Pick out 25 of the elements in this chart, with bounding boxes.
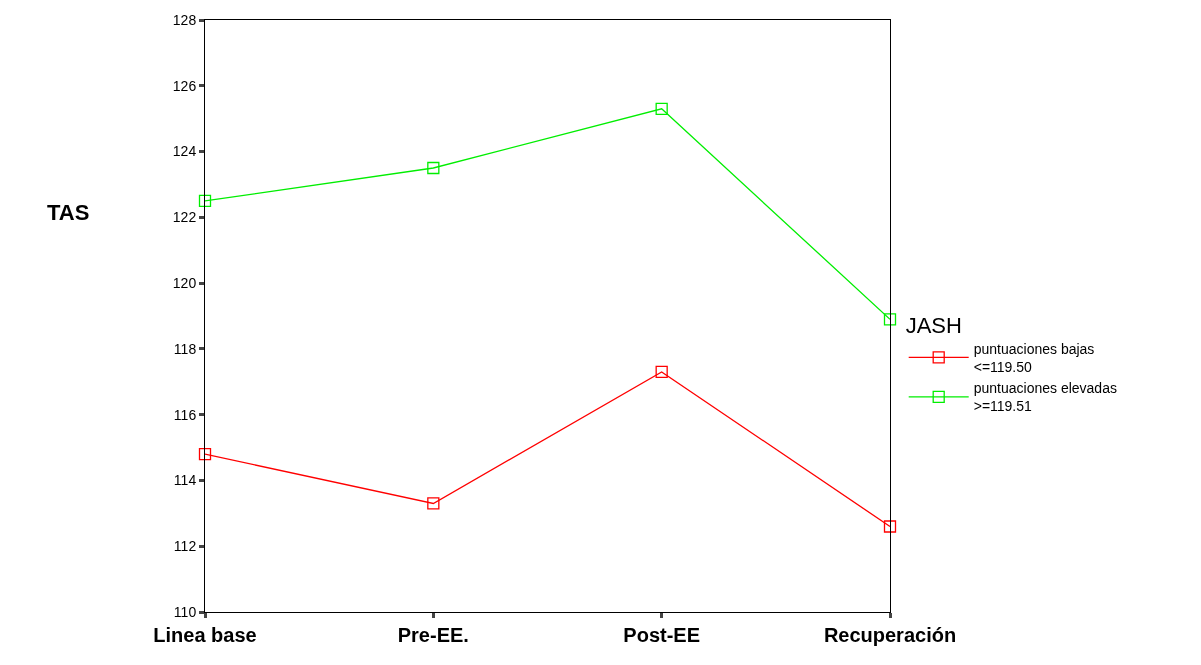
y-tick-label: 114	[173, 472, 197, 489]
y-axis-title: TAS	[47, 200, 90, 225]
legend-label: puntuaciones elevadas >=119.51	[973, 380, 1117, 415]
x-tick-label: Pre-EE.	[397, 624, 469, 646]
point	[655, 365, 668, 379]
y-tick-label: 120	[172, 275, 197, 292]
y-tick-label: 110	[173, 603, 197, 620]
point	[883, 520, 897, 533]
point	[427, 497, 440, 510]
point	[883, 313, 897, 326]
point	[198, 194, 212, 208]
y-tick-label: 128	[172, 11, 197, 28]
y-tick-label: 112	[173, 538, 197, 555]
legend-title: JASH	[905, 312, 962, 338]
y-tick-label: 116	[173, 406, 197, 423]
x-tick-label: Linea base	[153, 624, 257, 646]
y-tick-label: 118	[173, 340, 197, 357]
point	[427, 161, 440, 175]
point	[198, 447, 212, 461]
x-tick-label: Post-EE	[623, 624, 701, 646]
x-tick-label: Recuperación	[823, 624, 957, 646]
point	[655, 102, 668, 115]
y-tick-label: 124	[172, 143, 197, 160]
y-tick-label: 122	[172, 209, 197, 226]
y-tick-label: 126	[172, 77, 197, 94]
